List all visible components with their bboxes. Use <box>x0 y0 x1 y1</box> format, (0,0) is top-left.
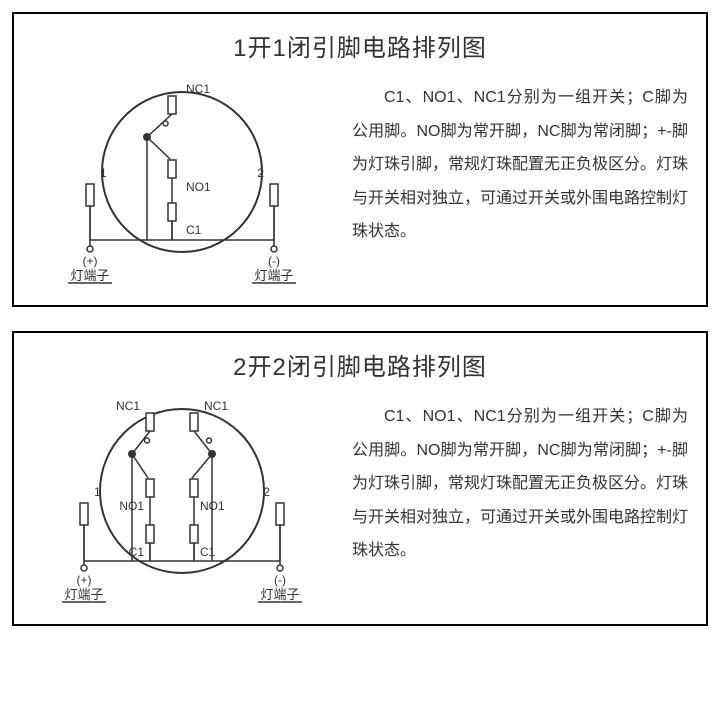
circuit-diagram: NC1NO1C11(+)灯端子2(-)灯端子 <box>32 77 332 287</box>
svg-text:1: 1 <box>100 166 107 180</box>
svg-text:(-): (-) <box>274 573 286 587</box>
diagram-panel: 2开2闭引脚电路排列图NC1NC1NO1NO1C1C11(+)灯端子2(-)灯端… <box>12 331 708 626</box>
svg-text:NC1: NC1 <box>204 399 228 413</box>
panel-description: C1、NO1、NC1分别为一组开关；C脚为公用脚。NO脚为常开脚，NC脚为常闭脚… <box>352 396 688 568</box>
svg-text:灯端子: 灯端子 <box>64 587 103 602</box>
svg-text:NO1: NO1 <box>200 499 225 513</box>
diagram-panel: 1开1闭引脚电路排列图NC1NO1C11(+)灯端子2(-)灯端子C1、NO1、… <box>12 12 708 307</box>
panel-description: C1、NO1、NC1分别为一组开关；C脚为公用脚。NO脚为常开脚，NC脚为常闭脚… <box>352 77 688 249</box>
svg-text:NO1: NO1 <box>119 499 144 513</box>
svg-text:灯端子: 灯端子 <box>260 587 299 602</box>
svg-text:C1: C1 <box>129 545 145 559</box>
svg-text:NC1: NC1 <box>116 399 140 413</box>
panel-title: 2开2闭引脚电路排列图 <box>32 347 688 382</box>
svg-text:1: 1 <box>94 485 101 499</box>
svg-text:2: 2 <box>257 166 264 180</box>
svg-text:(+): (+) <box>83 254 98 268</box>
svg-text:NC1: NC1 <box>186 82 210 96</box>
svg-text:(+): (+) <box>77 573 92 587</box>
svg-text:灯端子: 灯端子 <box>70 268 109 283</box>
svg-text:2: 2 <box>263 485 270 499</box>
circuit-diagram: NC1NC1NO1NO1C1C11(+)灯端子2(-)灯端子 <box>32 396 332 606</box>
svg-text:(-): (-) <box>268 254 280 268</box>
svg-text:C1: C1 <box>200 545 216 559</box>
svg-text:灯端子: 灯端子 <box>254 268 293 283</box>
svg-text:C1: C1 <box>186 223 202 237</box>
svg-text:NO1: NO1 <box>186 180 211 194</box>
panel-title: 1开1闭引脚电路排列图 <box>32 28 688 63</box>
